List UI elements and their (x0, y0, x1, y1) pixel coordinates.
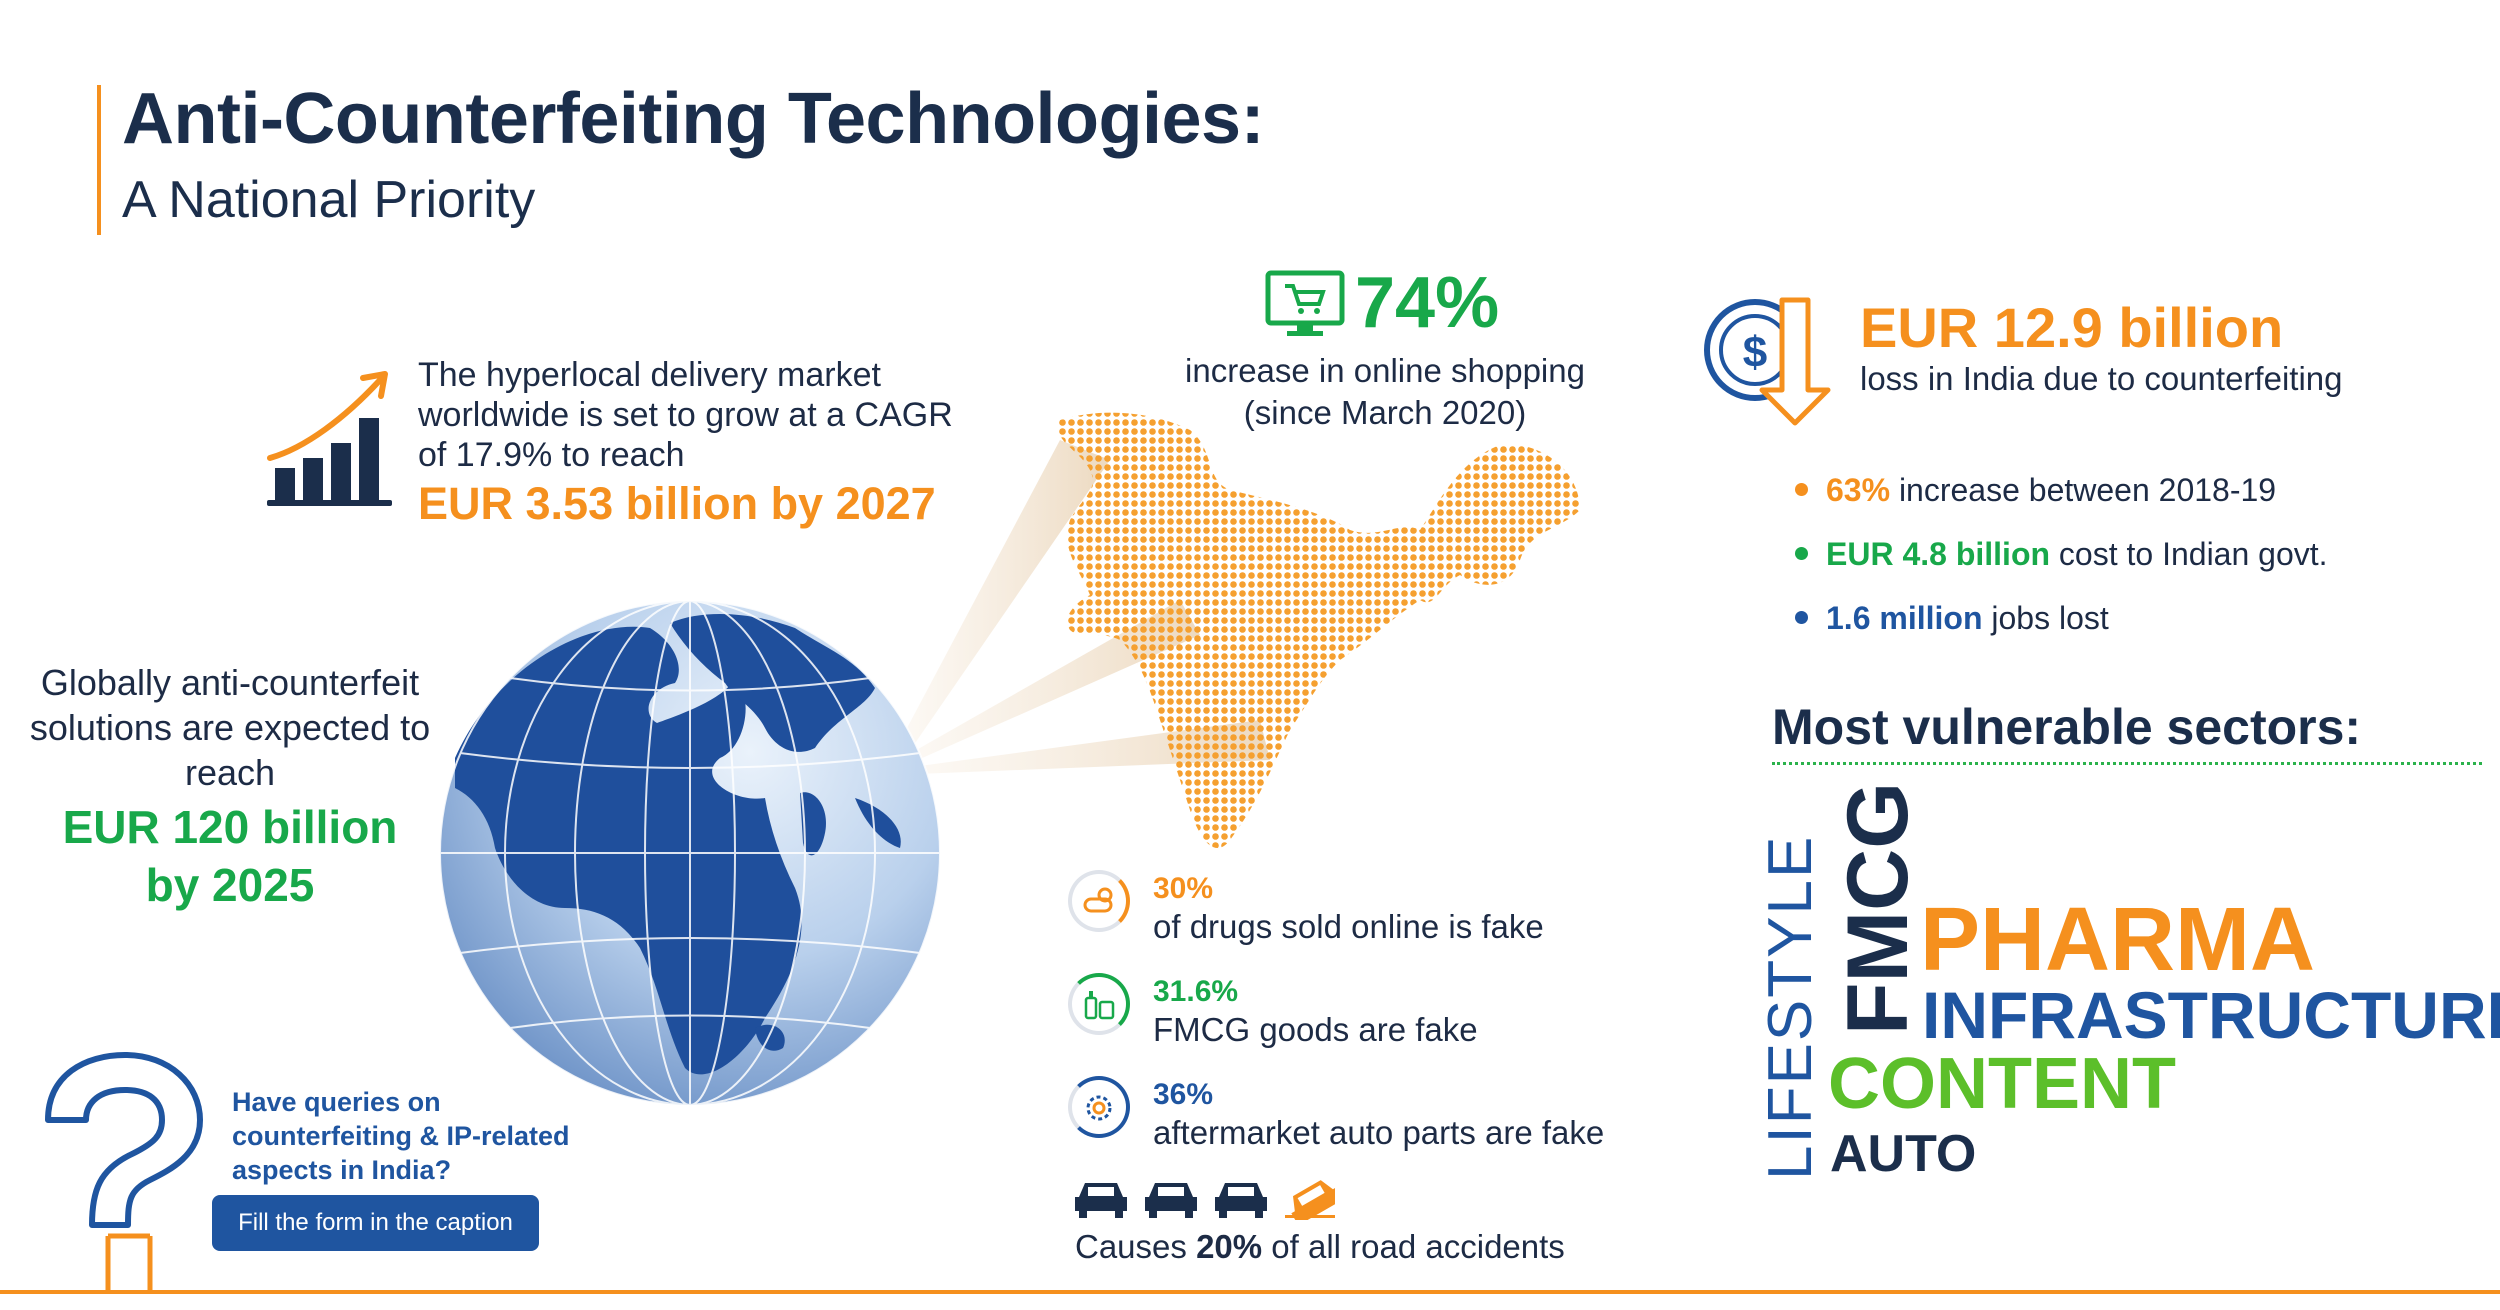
global-description: Globally anti-counterfeit solutions are … (29, 662, 431, 793)
bullet-dot (1795, 547, 1808, 561)
global-value-line2: by 2025 (145, 859, 315, 911)
dollar-down-arrow-icon: $ (1704, 297, 1831, 426)
queries-text: Have queries on counterfeiting & IP-rela… (232, 1087, 570, 1185)
hyperlocal-description: The hyperlocal delivery market worldwide… (418, 356, 953, 474)
loss-bullet-jobs: 1.6 million jobs lost (1795, 600, 2109, 637)
bullet-text: cost to Indian govt. (2050, 536, 2328, 572)
loss-value: EUR 12.9 billion (1860, 296, 2284, 359)
accidents-value: 20% (1196, 1228, 1263, 1265)
global-value-line1: EUR 120 billion (62, 801, 398, 853)
accidents-suffix: of all road accidents (1262, 1228, 1565, 1265)
sector-word-pharma: PHARMA (1920, 890, 2315, 990)
title-accent-bar (97, 85, 101, 235)
loss-description: loss in India due to counterfeiting (1860, 360, 2343, 397)
bottom-accent-line (0, 1290, 2500, 1294)
accidents-text: Causes 20% of all road accidents (1075, 1228, 1565, 1266)
page-title: Anti-Counterfeiting Technologies: (122, 79, 1265, 159)
bullet-text: increase between 2018-19 (1890, 472, 2277, 508)
online-shopping-value: 74% (1355, 263, 1500, 343)
bullet-dot (1795, 483, 1808, 497)
sector-word-auto: AUTO (1830, 1125, 1977, 1183)
car-icon (1075, 1183, 1127, 1218)
bullet-dot (1795, 611, 1808, 625)
stat-value-drugs: 30% (1153, 872, 1214, 905)
gear-wrench-icon (1086, 1095, 1112, 1121)
accidents-prefix: Causes (1075, 1228, 1197, 1265)
pills-icon (1083, 887, 1113, 913)
cars-row (1075, 1180, 1335, 1220)
online-shopping-line1: increase in online shopping (1185, 352, 1585, 389)
hyperlocal-value: EUR 3.53 billion by 2027 (418, 478, 936, 529)
bullet-value: 1.6 million (1826, 600, 1983, 636)
sector-word-infrastructure: INFRASTRUCTURE (1922, 978, 2500, 1052)
sector-word-content: CONTENT (1828, 1044, 2176, 1124)
loss-bullet-govt-cost: EUR 4.8 billion cost to Indian govt. (1795, 536, 2328, 573)
shopping-cart-monitor-icon (1265, 270, 1345, 336)
bottles-icon (1084, 991, 1115, 1020)
sectors-title: Most vulnerable sectors: (1772, 699, 2362, 755)
bullet-text: jobs lost (1982, 600, 2109, 636)
stat-text-auto-parts: aftermarket auto parts are fake (1153, 1114, 1605, 1151)
fill-form-button[interactable]: Fill the form in the caption (212, 1195, 539, 1251)
page-subtitle: A National Priority (122, 171, 536, 229)
stat-value-auto-parts: 36% (1153, 1078, 1214, 1111)
stat-text-fmcg: FMCG goods are fake (1153, 1011, 1478, 1048)
svg-text:$: $ (1743, 328, 1767, 377)
india-map-dotted (1057, 412, 1580, 849)
online-shopping-description: increase in online shopping (since March… (1170, 350, 1600, 434)
global-value: EUR 120 billion by 2025 (10, 798, 450, 914)
stat-text-drugs: of drugs sold online is fake (1153, 908, 1544, 945)
sectors-divider (1772, 762, 2482, 765)
loss-bullet-increase: 63% increase between 2018-19 (1795, 472, 2276, 509)
globe-illustration (439, 600, 941, 1106)
growth-chart-icon (267, 371, 392, 506)
stat-ring-auto-parts (1068, 1076, 1130, 1138)
question-mark-icon (45, 1052, 203, 1290)
sector-word-fmcg: FMCG (1830, 781, 1926, 1035)
bullet-value: EUR 4.8 billion (1826, 536, 2051, 572)
stat-ring-fmcg (1068, 973, 1130, 1035)
bullet-value: 63% (1826, 472, 1891, 508)
stat-ring-drugs (1068, 870, 1130, 932)
online-shopping-line2: (since March 2020) (1243, 394, 1527, 431)
stat-value-fmcg: 31.6% (1153, 975, 1239, 1008)
sector-word-lifestyle: LIFESTYLE (1756, 834, 1825, 1180)
